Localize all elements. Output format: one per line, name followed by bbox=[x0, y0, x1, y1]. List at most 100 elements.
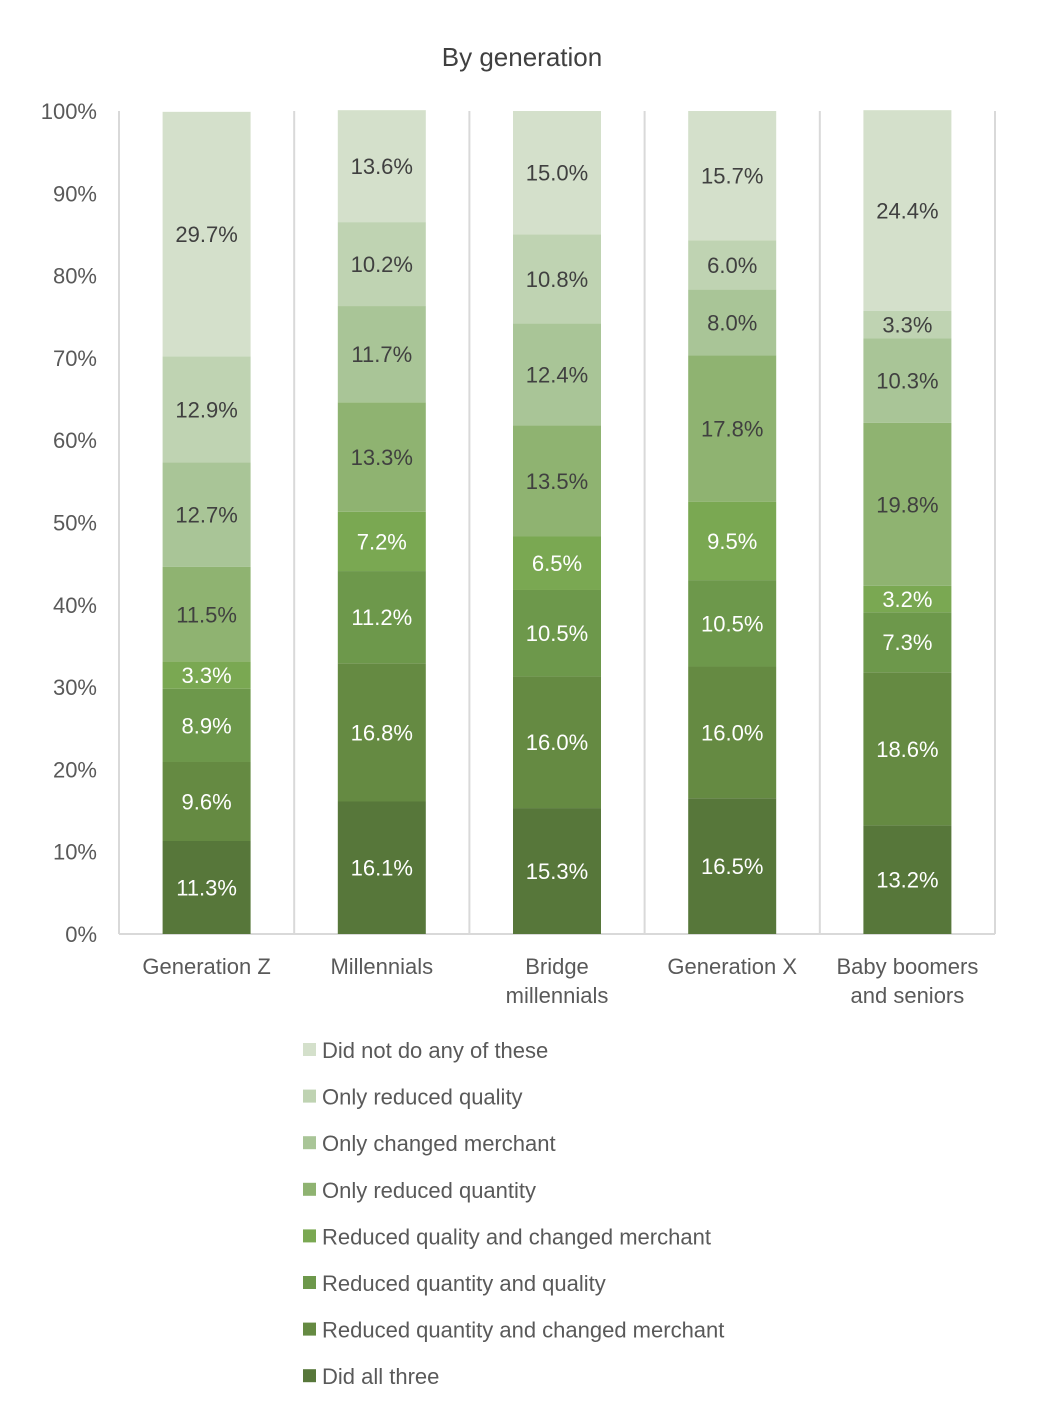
data-label: 16.0% bbox=[526, 730, 588, 755]
x-axis: Generation Z Millennials Bridge millennials… bbox=[142, 954, 978, 1008]
bar-stack: 16.5% 16.0% 10.5% 9.5% 17.8% 8.0% 6.0% 15.7% bbox=[688, 111, 777, 934]
data-label: 16.8% bbox=[351, 720, 413, 745]
data-label: 7.2% bbox=[357, 529, 407, 554]
legend-label: Only reduced quality bbox=[322, 1085, 523, 1110]
data-label: 13.3% bbox=[351, 445, 413, 470]
y-tick-label: 60% bbox=[53, 428, 97, 453]
bar-segment bbox=[688, 111, 777, 241]
x-tick-label: Generation Z bbox=[142, 954, 270, 979]
bar-segment bbox=[162, 761, 251, 842]
y-tick-label: 10% bbox=[53, 840, 97, 865]
data-label: 10.5% bbox=[526, 621, 588, 646]
y-tick-label: 70% bbox=[53, 346, 97, 371]
data-label: 9.6% bbox=[182, 789, 232, 814]
bar-segment bbox=[688, 666, 777, 799]
data-label: 11.2% bbox=[351, 605, 412, 630]
bar-segment bbox=[162, 661, 251, 689]
bar-stack: 16.1% 16.8% 11.2% 7.2% 13.3% 11.7% 10.2% 13.6% bbox=[337, 110, 426, 934]
legend-swatch bbox=[303, 1136, 316, 1150]
data-label: 16.1% bbox=[351, 856, 413, 881]
bar-segment bbox=[513, 589, 601, 677]
data-label: 6.0% bbox=[707, 253, 757, 278]
legend-item: Did all three bbox=[303, 1364, 439, 1389]
legend-label: Reduced quality and changed merchant bbox=[322, 1224, 711, 1249]
bar-segment bbox=[513, 111, 601, 235]
y-tick-label: 30% bbox=[53, 675, 97, 700]
data-label: 18.6% bbox=[876, 737, 938, 762]
data-label: 19.8% bbox=[876, 492, 938, 517]
legend-swatch bbox=[303, 1229, 316, 1243]
bar-segment bbox=[513, 536, 601, 590]
legend-swatch bbox=[303, 1369, 316, 1383]
legend: Did not do any of these Only reduced qual… bbox=[303, 1038, 724, 1389]
bar-stack: 15.3% 16.0% 10.5% 6.5% 13.5% 12.4% 10.8% 15.0% bbox=[513, 111, 601, 934]
data-label: 13.5% bbox=[526, 469, 588, 494]
bar-segment bbox=[513, 676, 601, 809]
legend-swatch bbox=[303, 1089, 316, 1103]
bar-segment bbox=[688, 355, 777, 502]
bar-segment bbox=[337, 663, 426, 802]
bar-segment bbox=[162, 356, 251, 463]
legend-item: Only reduced quality bbox=[303, 1085, 523, 1110]
data-label: 15.3% bbox=[526, 859, 588, 884]
data-label: 11.5% bbox=[176, 602, 237, 627]
data-label: 15.0% bbox=[526, 161, 588, 186]
data-label: 11.7% bbox=[351, 342, 412, 367]
bar-segment bbox=[863, 612, 952, 673]
legend-item: Only changed merchant bbox=[303, 1131, 556, 1156]
data-label: 12.4% bbox=[526, 362, 588, 387]
bar-segment bbox=[337, 306, 426, 403]
legend-item: Reduced quantity and changed merchant bbox=[303, 1318, 724, 1343]
data-label: 17.8% bbox=[701, 417, 763, 442]
legend-item: Did not do any of these bbox=[303, 1038, 548, 1063]
y-tick-label: 90% bbox=[53, 181, 97, 206]
y-tick-label: 40% bbox=[53, 593, 97, 618]
category-gridlines bbox=[118, 111, 996, 935]
bar-stack: 11.3% 9.6% 8.9% 3.3% 11.5% 12.7% 12.9% 29.7% bbox=[162, 111, 251, 934]
bar-segment bbox=[863, 585, 952, 613]
data-label: 11.3% bbox=[176, 876, 237, 901]
data-label: 3.3% bbox=[182, 663, 232, 688]
legend-label: Reduced quantity and changed merchant bbox=[322, 1318, 724, 1343]
bar-segment bbox=[513, 234, 601, 324]
data-label: 29.7% bbox=[175, 222, 237, 247]
data-label: 24.4% bbox=[876, 199, 938, 224]
data-label: 10.2% bbox=[351, 252, 413, 277]
bar-segment bbox=[513, 808, 601, 934]
bar-segment bbox=[513, 323, 601, 426]
bar-segment bbox=[337, 222, 426, 307]
bar-segment bbox=[162, 841, 251, 934]
data-label: 10.3% bbox=[876, 369, 938, 394]
data-label: 8.9% bbox=[182, 713, 232, 738]
data-label: 3.2% bbox=[882, 587, 932, 612]
data-label: 12.9% bbox=[175, 397, 237, 422]
bar-segment bbox=[688, 289, 777, 356]
bar-segment bbox=[337, 511, 426, 572]
data-label: 8.0% bbox=[707, 311, 757, 336]
y-tick-label: 100% bbox=[41, 99, 97, 124]
data-label: 13.2% bbox=[876, 868, 938, 893]
bar-segment bbox=[688, 501, 777, 581]
data-label: 3.3% bbox=[882, 313, 932, 338]
legend-item: Reduced quality and changed merchant bbox=[303, 1224, 711, 1249]
legend-label: Reduced quantity and quality bbox=[322, 1271, 606, 1296]
data-label: 6.5% bbox=[532, 551, 582, 576]
bar-segment bbox=[337, 402, 426, 512]
data-label: 10.8% bbox=[526, 267, 588, 292]
bar-segment bbox=[337, 571, 426, 664]
bar-stack: 13.2% 18.6% 7.3% 3.2% 19.8% 10.3% 3.3% 24.4% bbox=[863, 110, 952, 934]
bars: 11.3% 9.6% 8.9% 3.3% 11.5% 12.7% 12.9% 29.7% 16.… bbox=[162, 110, 952, 934]
legend-label: Did all three bbox=[322, 1364, 439, 1389]
bar-segment bbox=[863, 825, 952, 934]
bar-segment bbox=[162, 111, 251, 357]
bar-segment bbox=[688, 240, 777, 290]
x-tick-label: Generation X bbox=[667, 954, 797, 979]
bar-segment bbox=[863, 338, 952, 423]
data-label: 16.5% bbox=[701, 854, 763, 879]
chart-title: By generation bbox=[442, 42, 602, 72]
data-label: 13.6% bbox=[351, 154, 413, 179]
y-axis-ticks: 0% 10% 20% 30% 40% 50% 60% 70% 80% 90% 100% bbox=[41, 99, 97, 947]
legend-label: Only reduced quantity bbox=[322, 1178, 536, 1203]
legend-label: Only changed merchant bbox=[322, 1131, 556, 1156]
